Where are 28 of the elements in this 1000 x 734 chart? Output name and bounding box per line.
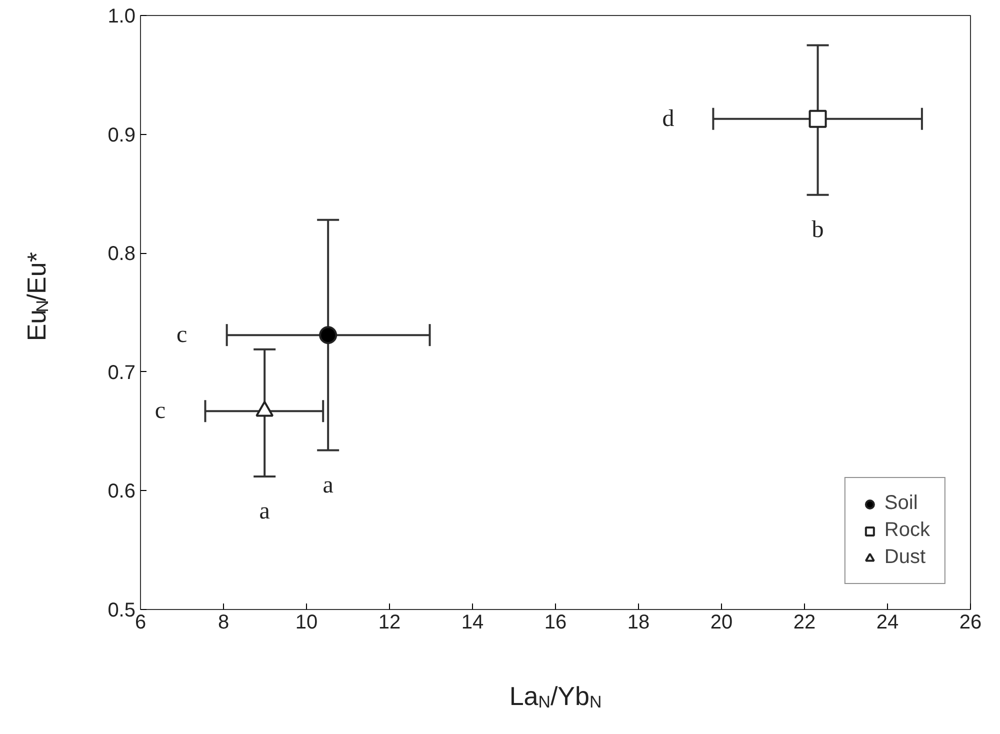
y-tick-label: 1.0: [108, 6, 136, 28]
x-tick-label: 16: [544, 612, 567, 634]
x-tick-label: 22: [793, 612, 816, 634]
x-tick-label: 8: [218, 612, 230, 634]
x-tick-label: 12: [378, 612, 401, 634]
y-axis-title: EuN/Eu*: [22, 252, 52, 342]
annotation: c: [176, 322, 188, 348]
x-tick-label: 20: [710, 612, 733, 634]
y-tick-label: 0.7: [108, 362, 136, 384]
y-tick-label: 0.8: [108, 243, 136, 266]
x-tick-label: 14: [461, 612, 484, 634]
x-tick-label: 18: [627, 612, 650, 634]
x-tick-label: 6: [134, 612, 146, 634]
y-tick-label: 0.6: [108, 480, 136, 503]
x-tick-label: 26: [959, 612, 982, 634]
y-tick-label: 0.9: [108, 124, 136, 146]
x-tick-label: 10: [295, 612, 318, 634]
legend-label: Soil: [884, 492, 918, 515]
x-axis-title: LaN/YbN: [509, 680, 602, 712]
annotation: d: [662, 106, 674, 132]
annotation: a: [259, 498, 270, 524]
legend-label: Rock: [884, 519, 930, 542]
annotation: c: [154, 398, 166, 424]
y-tick-label: 0.5: [108, 600, 136, 622]
x-tick-label: 24: [876, 612, 899, 634]
annotation: b: [812, 216, 824, 243]
legend-label: Dust: [884, 546, 926, 569]
annotation: a: [322, 472, 334, 498]
